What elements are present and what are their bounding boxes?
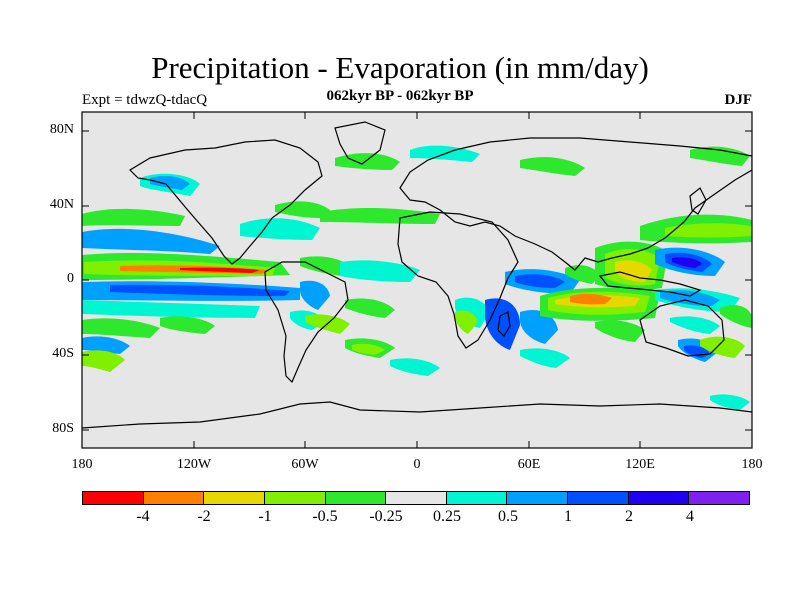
field-patch [345,298,395,318]
field-patch [455,310,478,334]
colorbar-label: 0.25 [433,508,461,525]
coast-australia [639,299,725,357]
field-patch [595,320,645,342]
field-patch [82,228,220,254]
colorbar-segment [568,492,629,504]
field-patch [82,318,160,338]
colorbar-segment [83,492,144,504]
field-patch [390,358,440,376]
figure-subtitle: 062kyr BP - 062kyr BP [326,88,474,104]
field-patch [690,146,750,166]
experiment-label: Expt = tdwzQ-tdacQ [82,92,208,108]
colorbar-label: -2 [197,508,211,525]
field-patch [300,280,330,310]
x-tick-label: 60W [291,457,319,472]
colorbar-label: -0.5 [312,508,338,525]
colorbar-segment [507,492,569,504]
coast-indonesia [598,271,702,297]
colorbar-label: -1 [258,508,272,525]
field-patch [565,265,600,284]
field-patch [82,350,125,372]
coast-eurasia [399,137,752,271]
x-tick-label: 120E [625,457,655,472]
y-tick-label: 80N [49,122,74,137]
field-patch [670,316,720,334]
coast-greenland [334,121,386,165]
field-patch [150,176,190,190]
field-patch [720,305,752,328]
colorbar-label: -0.25 [369,508,403,525]
coast-south-america [264,261,349,384]
field-patch [570,293,612,305]
field-patch [335,153,400,170]
colorbar [82,491,750,505]
coast-north-america [129,139,323,265]
x-tick-label: 120W [176,457,212,472]
field-patch [82,208,185,226]
field-patch [352,343,385,355]
field-patch [665,223,752,238]
x-tick-label: 180 [71,457,93,472]
figure-title: Precipitation - Evaporation (in mm/day) [151,50,649,85]
colorbar-label: -4 [136,508,150,525]
field-patch [615,260,652,282]
coast-antarctica [82,401,752,429]
colorbar-label: 1 [564,508,572,525]
field-patch [110,284,290,296]
coast-japan [689,187,707,215]
field-patch [520,348,570,368]
season-label: DJF [724,92,753,108]
field-patch [180,267,260,273]
field-patch [82,336,130,354]
field-patch [320,207,440,224]
colorbar-segment [446,492,508,504]
field-patch [520,157,585,176]
field-patch [710,394,750,410]
colorbar-segment [628,492,690,504]
coastlines [82,121,752,429]
coast-madagascar [497,311,511,337]
field-patch [160,316,215,334]
colorbar-label: 2 [625,508,633,525]
field-patch [515,274,565,288]
field-patch [672,257,702,268]
colorbar-label: 0.5 [498,508,518,525]
y-tick-label: 80S [52,421,74,436]
y-tick-label: 40N [49,197,74,212]
colorbar-segment [143,492,205,504]
colorbar-segment [325,492,387,504]
x-tick-label: 0 [413,457,421,472]
coast-africa [397,211,519,349]
field-patch [520,310,558,344]
y-tick-label: 40S [52,346,74,361]
precip-anomaly-fields [82,145,752,410]
axis-ticks [82,112,752,448]
colorbar-segment [689,492,750,504]
colorbar-segment [204,492,265,504]
field-patch [340,260,420,282]
colorbar-segment [264,492,326,504]
x-tick-label: 60E [517,457,541,472]
field-patch [300,256,350,276]
y-tick-label: 0 [67,271,74,286]
colorbar-label: 4 [686,508,694,525]
field-patch [82,300,260,318]
colorbar-segment [386,492,447,504]
field-patch [700,336,745,358]
field-patch [660,290,720,306]
x-tick-label: 180 [741,457,763,472]
